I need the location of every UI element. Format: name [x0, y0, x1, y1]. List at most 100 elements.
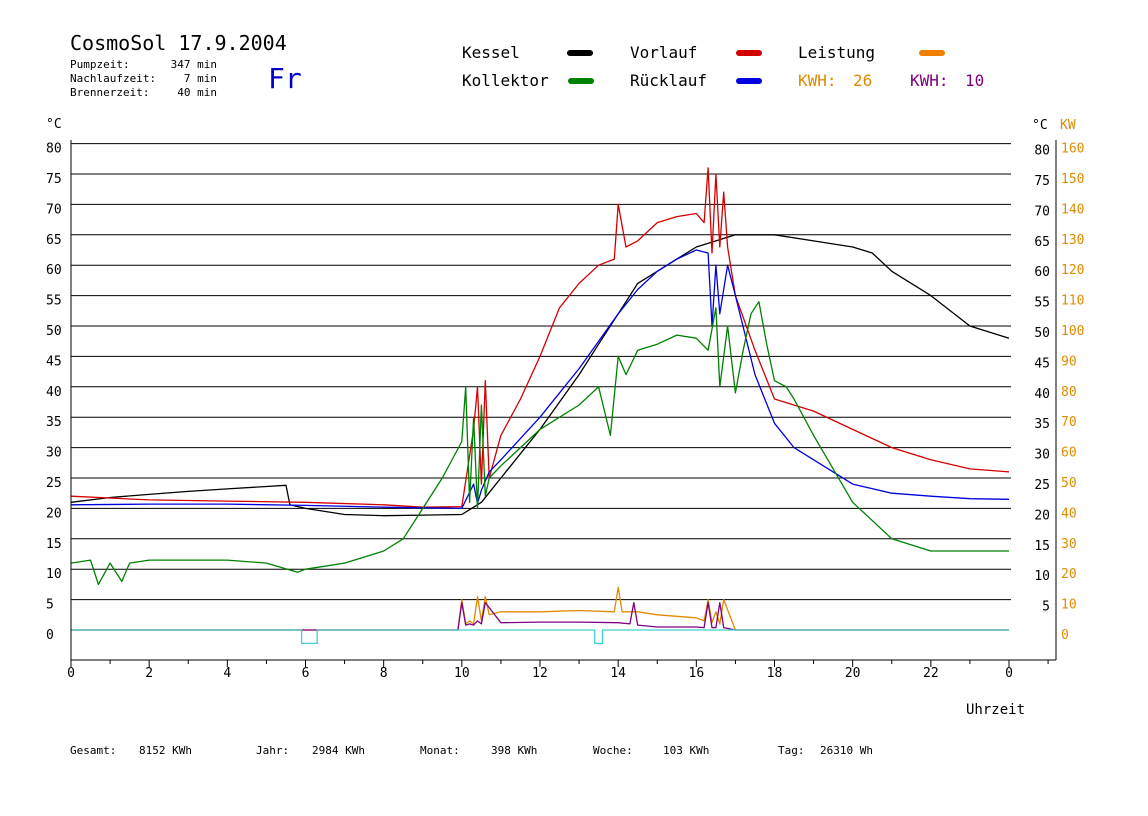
y-tick-label-right: 75	[1034, 174, 1050, 189]
x-axis-ticks: 0 2 4 6 8 10 12 14 16 18 20 22 0	[67, 660, 1049, 681]
y-tick-label-kw: 80	[1061, 385, 1077, 400]
total-value: 8152 KWh	[139, 744, 192, 757]
stat-value: 7 min	[184, 72, 217, 85]
y-tick-label-right: 40	[1034, 387, 1050, 402]
y-tick-label-right: 20	[1034, 508, 1050, 523]
y-tick-label-right: 35	[1034, 417, 1050, 432]
x-tick-label: 18	[767, 666, 783, 681]
y-tick-label-kw: 0	[1061, 628, 1069, 643]
y-tick-label: 50	[46, 324, 62, 339]
y-tick-label-kw: 100	[1061, 324, 1084, 339]
y-tick-label-kw: 60	[1061, 446, 1077, 461]
series-line-4	[70, 301, 1009, 586]
stat-label: Nachlaufzeit:	[70, 72, 156, 85]
kwh-value: 26	[853, 71, 872, 90]
legend-label: Vorlauf	[630, 43, 697, 62]
y-tick-label-kw: 50	[1061, 476, 1077, 491]
stat-label: Pumpzeit:	[70, 58, 130, 71]
total-value: 398 KWh	[491, 744, 537, 757]
gridlines	[71, 143, 1011, 601]
y-tick-label-kw: 70	[1061, 415, 1077, 430]
y-tick-label-kw: 140	[1061, 202, 1084, 217]
y-tick-label-kw: 10	[1061, 598, 1077, 613]
x-tick-label: 6	[302, 666, 310, 681]
legend-label: Rücklauf	[630, 71, 707, 90]
x-tick-label: 2	[145, 666, 153, 681]
y-axis-unit-left: °C	[46, 117, 62, 132]
y-tick-label: 0	[46, 628, 54, 643]
y-tick-label: 65	[46, 233, 62, 248]
stat-label: Brennerzeit:	[70, 86, 149, 99]
y-tick-label-right: 45	[1034, 356, 1050, 371]
y-tick-label-right: 30	[1034, 448, 1050, 463]
x-tick-label: 0	[1005, 666, 1013, 681]
y-axis-ticks: 0510152025303540455055606570758051015202…	[46, 142, 1084, 643]
x-tick-label: 10	[454, 666, 470, 681]
series-line-6	[71, 601, 1009, 631]
x-tick-label: 14	[610, 666, 626, 681]
y-tick-label-kw: 120	[1061, 263, 1084, 278]
x-tick-label: 0	[67, 666, 75, 681]
footer-totals: Gesamt: 8152 KWh Jahr: 2984 KWh Monat: 398 KW…	[70, 744, 873, 757]
total-label: Tag:	[778, 744, 805, 757]
legend-label: Leistung	[798, 43, 875, 62]
kwh-label: KWH:	[910, 71, 949, 90]
total-label: Jahr:	[256, 744, 289, 757]
y-tick-label-kw: 150	[1061, 172, 1084, 187]
series-line-2	[70, 167, 1010, 508]
y-tick-label: 80	[46, 142, 62, 157]
total-value: 26310 Wh	[820, 744, 873, 757]
axes	[70, 140, 1057, 661]
legend-label: Kessel	[462, 43, 520, 62]
stats-block: Pumpzeit: 347 min Nachlaufzeit: 7 min Brenne…	[70, 58, 217, 99]
y-tick-label-kw: 20	[1061, 567, 1077, 582]
kwh-label: KWH:	[798, 71, 837, 90]
y-tick-label: 60	[46, 263, 62, 278]
x-tick-label: 20	[845, 666, 861, 681]
chart-title: CosmoSol 17.9.2004	[70, 31, 287, 55]
y-tick-label: 15	[46, 537, 62, 552]
y-tick-label-right: 10	[1034, 569, 1050, 584]
kwh-value: 10	[965, 71, 984, 90]
day-label: Fr	[268, 62, 302, 95]
y-tick-label: 35	[46, 415, 62, 430]
y-tick-label-right: 55	[1034, 296, 1050, 311]
y-tick-label: 10	[46, 567, 62, 582]
y-axis-unit-right: °C	[1032, 118, 1048, 133]
y-tick-label-right: 80	[1034, 144, 1050, 159]
y-tick-label: 70	[46, 202, 62, 217]
y-tick-label-right: 65	[1034, 235, 1050, 250]
y-tick-label-kw: 90	[1061, 354, 1077, 369]
y-tick-label: 20	[46, 506, 62, 521]
y-tick-label: 45	[46, 354, 62, 369]
x-tick-label: 22	[923, 666, 939, 681]
x-tick-label: 4	[223, 666, 231, 681]
x-axis-label: Uhrzeit	[966, 702, 1025, 718]
y-tick-label: 55	[46, 294, 62, 309]
stat-value: 347 min	[171, 58, 217, 71]
y-tick-label: 30	[46, 446, 62, 461]
y-tick-label: 75	[46, 172, 62, 187]
x-tick-label: 16	[689, 666, 705, 681]
y-tick-label: 25	[46, 476, 62, 491]
y-axis-unit-right-kw: KW	[1060, 118, 1076, 133]
series-group	[70, 167, 1010, 645]
y-tick-label-right: 15	[1034, 539, 1050, 554]
y-tick-label: 40	[46, 385, 62, 400]
y-tick-label-right: 50	[1034, 326, 1050, 341]
series-line-7	[71, 629, 1009, 645]
y-tick-label: 5	[46, 598, 54, 613]
series-line-3	[70, 249, 1010, 510]
stat-value: 40 min	[177, 86, 217, 99]
y-tick-label-kw: 30	[1061, 537, 1077, 552]
total-label: Gesamt:	[70, 744, 116, 757]
y-tick-label-kw: 160	[1061, 142, 1084, 157]
series-line-5	[71, 586, 1009, 631]
x-tick-label: 8	[380, 666, 388, 681]
y-tick-label-kw: 110	[1061, 294, 1084, 309]
legend: Kessel Vorlauf Leistung Kollektor Rücklauf	[462, 43, 945, 90]
y-tick-label-right: 5	[1042, 600, 1050, 615]
y-tick-label-right: 70	[1034, 204, 1050, 219]
